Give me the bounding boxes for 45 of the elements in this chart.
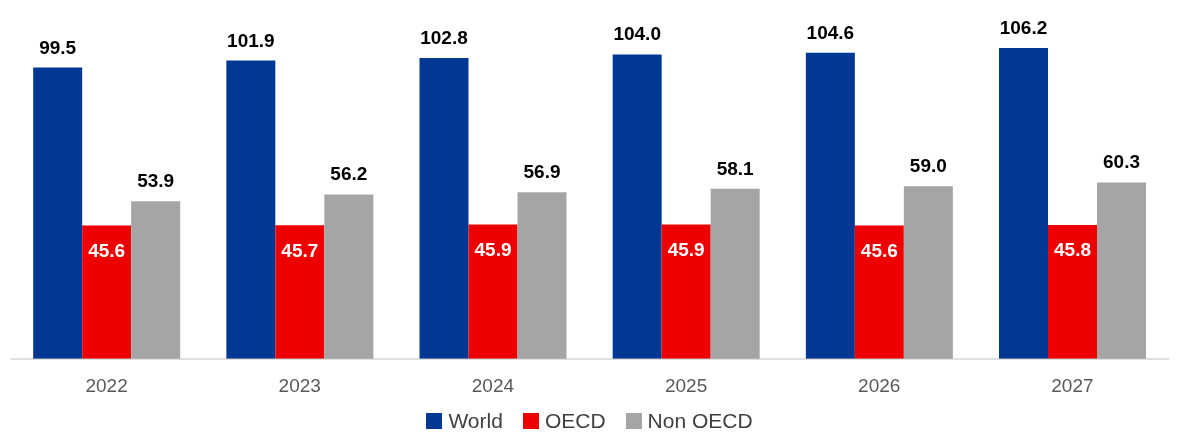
bar bbox=[131, 201, 181, 359]
legend-label: Non OECD bbox=[647, 409, 753, 433]
bar bbox=[517, 192, 567, 359]
data-label: 45.7 bbox=[281, 239, 319, 261]
data-label: 101.9 bbox=[227, 29, 275, 51]
bar bbox=[999, 48, 1049, 359]
bar bbox=[419, 57, 469, 359]
bar bbox=[710, 188, 760, 359]
data-label: 102.8 bbox=[420, 26, 468, 48]
x-tick-label: 2023 bbox=[278, 375, 321, 397]
bar bbox=[468, 224, 518, 359]
bar bbox=[854, 225, 904, 359]
bar bbox=[903, 186, 953, 359]
bar bbox=[661, 224, 711, 359]
data-label: 53.9 bbox=[137, 170, 175, 192]
data-label: 104.0 bbox=[613, 23, 661, 45]
bar bbox=[1048, 224, 1098, 359]
data-label: 106.2 bbox=[999, 17, 1048, 38]
x-tick-label: 2026 bbox=[858, 375, 901, 397]
x-tick-label: 2022 bbox=[85, 375, 128, 397]
bar bbox=[33, 67, 83, 359]
x-tick-label: 2024 bbox=[471, 375, 515, 397]
bar bbox=[226, 60, 276, 359]
bar bbox=[1097, 182, 1147, 359]
bar bbox=[612, 54, 662, 359]
legend-label: OECD bbox=[544, 409, 606, 433]
data-label: 45.9 bbox=[474, 239, 512, 261]
data-label: 56.2 bbox=[330, 163, 368, 185]
data-label: 45.6 bbox=[860, 239, 898, 261]
bar bbox=[324, 194, 374, 359]
data-label: 59.0 bbox=[909, 155, 947, 177]
bar bbox=[805, 52, 855, 359]
x-tick-label: 2025 bbox=[664, 375, 708, 397]
data-label: 104.6 bbox=[806, 21, 855, 43]
data-label: 45.9 bbox=[667, 239, 705, 261]
data-label: 99.5 bbox=[39, 36, 77, 58]
data-label: 58.1 bbox=[716, 157, 755, 179]
data-label: 45.8 bbox=[1054, 239, 1092, 261]
data-label: 56.9 bbox=[523, 161, 561, 183]
legend-label: World bbox=[448, 409, 503, 433]
bar bbox=[82, 225, 132, 359]
bar bbox=[275, 225, 325, 359]
data-label: 60.3 bbox=[1103, 151, 1141, 173]
x-tick-label: 2027 bbox=[1051, 375, 1094, 397]
data-label: 45.6 bbox=[88, 239, 126, 261]
